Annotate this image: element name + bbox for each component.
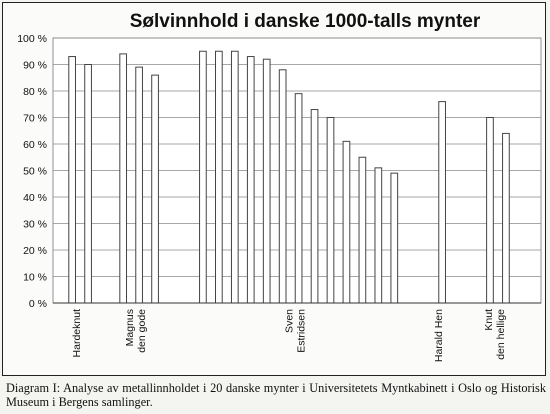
bar — [262, 58, 271, 304]
chart: Sølvinnhold i danske 1000-talls mynter 0… — [17, 11, 542, 362]
y-tick-label: 100 % — [17, 33, 47, 45]
chart-title: Sølvinnhold i danske 1000-talls mynter — [130, 11, 481, 32]
y-tick-label: 20 % — [23, 245, 47, 257]
bar — [486, 117, 494, 304]
x-group-label: SvenEstridsen — [284, 309, 308, 353]
bar — [310, 109, 319, 304]
bar — [342, 140, 351, 304]
bar — [438, 101, 446, 304]
gridlines — [53, 37, 541, 277]
x-axis-group-labels: Hardeknut Magnusden gode SvenEstridsen Hara… — [71, 309, 507, 362]
x-group-label-line: Knut — [483, 309, 495, 331]
x-group-label-line: Hardeknut — [71, 309, 83, 358]
x-group-label: Knutden hellige — [483, 309, 507, 360]
bar — [135, 66, 143, 304]
bar — [199, 50, 207, 304]
caption-text: Analyse av metallinnholdet i 20 danske m… — [6, 381, 546, 409]
x-group-label-line: Harald Hen — [433, 309, 445, 362]
bar — [151, 74, 159, 304]
x-group-label-line: den gode — [136, 309, 148, 353]
y-tick-label: 70 % — [23, 113, 47, 125]
bars — [68, 50, 510, 304]
x-group-label-line: Estridsen — [296, 309, 308, 353]
bar — [294, 93, 303, 304]
bar — [68, 56, 76, 304]
caption-label: Diagram I: — [6, 381, 61, 395]
y-tick-label: 0 % — [29, 298, 47, 310]
bar — [358, 156, 367, 304]
bar — [246, 56, 255, 304]
bar — [230, 50, 239, 304]
y-tick-label: 10 % — [23, 272, 47, 284]
y-axis-ticks: 0 % 10 % 20 % 30 % 40 % 50 % 60 % 70 % 80 % 90 % 1… — [17, 33, 47, 310]
x-group-label-line: Magnus — [124, 309, 136, 346]
y-tick-label: 90 % — [23, 60, 47, 72]
y-tick-label: 30 % — [23, 219, 47, 231]
y-tick-label: 40 % — [23, 192, 47, 204]
bar — [84, 64, 92, 304]
y-tick-label: 50 % — [23, 166, 47, 178]
x-group-label-line: den hellige — [495, 309, 507, 360]
x-group-label-line: Sven — [284, 309, 296, 333]
x-group-label: Harald Hen — [433, 309, 445, 362]
bar — [374, 167, 383, 304]
bar — [119, 53, 128, 304]
y-tick-label: 80 % — [23, 86, 47, 98]
bar — [215, 50, 223, 304]
figure-frame: Sølvinnhold i danske 1000-talls mynter 0… — [2, 2, 546, 376]
x-group-label: Magnusden gode — [124, 309, 148, 353]
y-tick-label: 60 % — [23, 139, 47, 151]
figure-caption: Diagram I: Analyse av metallinnholdet i … — [6, 381, 546, 409]
bar — [278, 69, 287, 304]
bar — [390, 172, 399, 304]
bar — [502, 132, 510, 304]
x-group-label: Hardeknut — [71, 309, 83, 358]
bar — [326, 117, 335, 304]
